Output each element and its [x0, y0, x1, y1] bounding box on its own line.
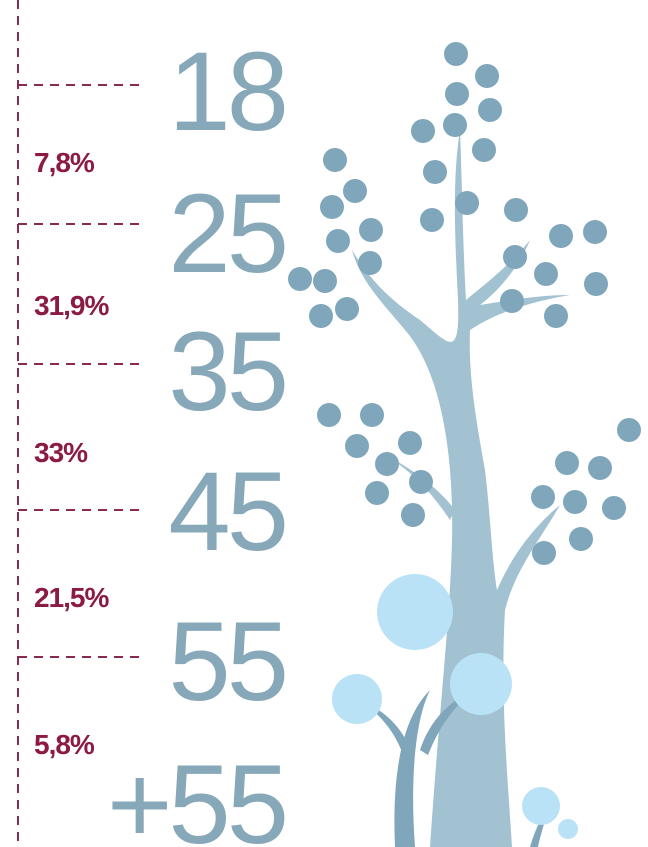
- leaf: [326, 229, 350, 253]
- leaf: [549, 224, 573, 248]
- leaf: [445, 82, 469, 106]
- leaf: [534, 262, 558, 286]
- separators: [18, 84, 145, 658]
- age-label: 55: [168, 599, 285, 724]
- leaf: [584, 272, 608, 296]
- sprout: [360, 700, 412, 760]
- leaf: [588, 456, 612, 480]
- sprout: [420, 690, 475, 755]
- leaf: [555, 451, 579, 475]
- leaf: [317, 403, 341, 427]
- branch: [385, 455, 455, 520]
- leaf: [323, 148, 347, 172]
- leaf: [602, 496, 626, 520]
- leaf: [320, 195, 344, 219]
- leaf: [563, 490, 587, 514]
- leaf: [544, 304, 568, 328]
- leaf: [531, 485, 555, 509]
- leaf: [398, 431, 422, 455]
- leaf: [478, 98, 502, 122]
- leaf: [358, 251, 382, 275]
- leaf: [401, 503, 425, 527]
- leaf: [420, 208, 444, 232]
- leaves: [288, 42, 641, 565]
- leaf: [444, 42, 468, 66]
- trunk: [352, 130, 570, 847]
- leaf: [503, 245, 527, 269]
- age-label: 25: [168, 171, 285, 296]
- leaf: [443, 113, 467, 137]
- bubbles: [332, 574, 578, 839]
- bubble: [450, 653, 512, 715]
- leaf: [617, 418, 641, 442]
- leaf: [335, 297, 359, 321]
- share-label: 5,8%: [34, 729, 95, 760]
- leaf: [583, 220, 607, 244]
- leaf: [359, 218, 383, 242]
- leaf: [504, 198, 528, 222]
- share-label: 33%: [34, 437, 88, 468]
- leaf: [288, 267, 312, 291]
- leaf: [455, 191, 479, 215]
- leaf: [500, 289, 524, 313]
- share-label: 21,5%: [34, 582, 109, 613]
- leaf: [343, 179, 367, 203]
- age-label: 45: [168, 449, 285, 574]
- tree: [288, 42, 641, 847]
- leaf: [313, 269, 337, 293]
- share-label: 31,9%: [34, 290, 109, 321]
- leaf: [409, 470, 433, 494]
- leaf: [411, 119, 435, 143]
- leaf: [360, 403, 384, 427]
- leaf: [475, 64, 499, 88]
- leaf: [423, 160, 447, 184]
- bubble: [558, 819, 578, 839]
- bubble: [522, 787, 560, 825]
- bubble: [377, 574, 453, 650]
- bubble: [332, 674, 382, 724]
- leaf: [375, 452, 399, 476]
- leaf: [569, 527, 593, 551]
- leaf: [532, 541, 556, 565]
- age-label: 35: [168, 309, 285, 434]
- leaf: [365, 481, 389, 505]
- age-label: 18: [168, 29, 285, 154]
- sprout: [394, 690, 430, 847]
- share-label: 7,8%: [34, 147, 95, 178]
- leaf: [472, 138, 496, 162]
- leaf: [309, 304, 333, 328]
- leaf: [345, 434, 369, 458]
- age-label: +55: [107, 742, 285, 847]
